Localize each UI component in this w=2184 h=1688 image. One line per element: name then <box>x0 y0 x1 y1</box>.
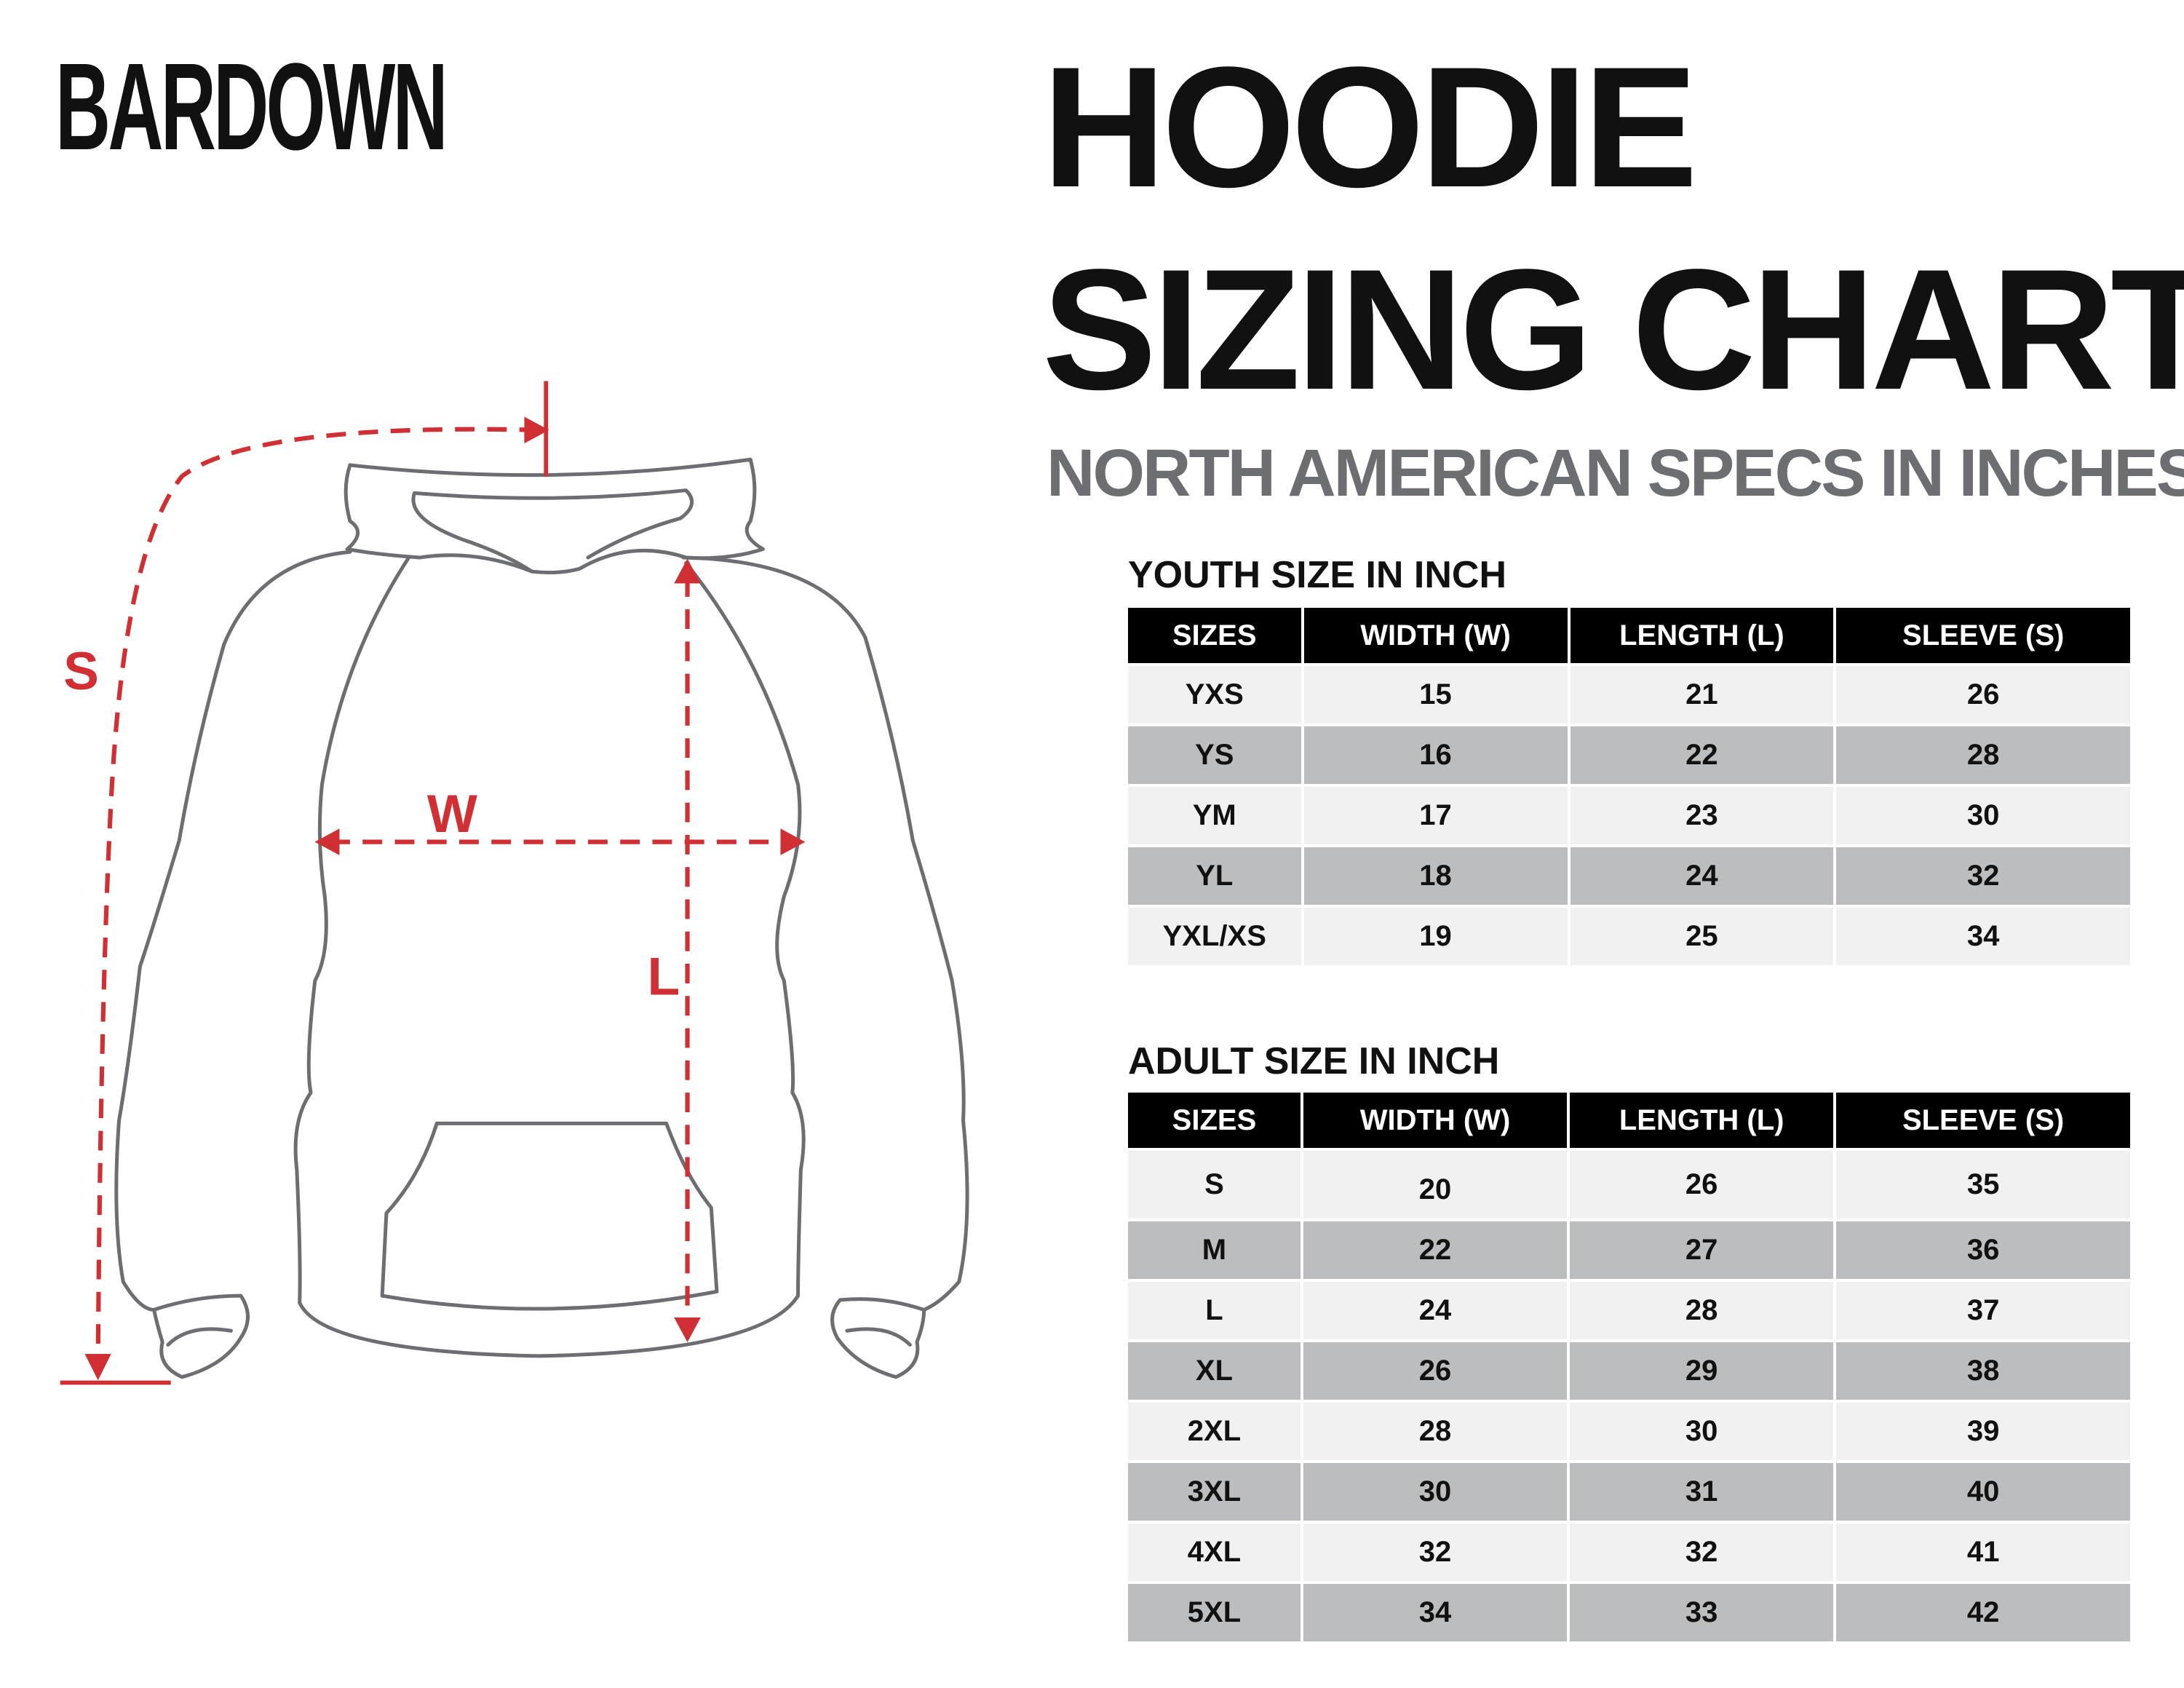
table-row: YS 16 22 28 <box>1128 726 2130 784</box>
cell-sleeve: 36 <box>1836 1221 2130 1279</box>
measure-lines <box>95 427 790 1362</box>
cell-size: 4XL <box>1128 1523 1301 1581</box>
cell-length: 28 <box>1570 1282 1834 1339</box>
page-title-line1: HOODIE <box>1042 31 1698 223</box>
table-row: YXL/XS 19 25 34 <box>1128 908 2130 965</box>
cell-size: M <box>1128 1221 1301 1279</box>
sleeve-measure-line <box>95 427 539 1362</box>
table-row: YL 18 24 32 <box>1128 847 2130 905</box>
arrow-icon <box>314 828 340 855</box>
cell-width: 20 <box>1303 1151 1568 1219</box>
cell-sleeve: 42 <box>1836 1584 2130 1641</box>
table-row: M 22 27 36 <box>1128 1221 2130 1279</box>
cell-width: 16 <box>1303 726 1568 784</box>
cell-length: 32 <box>1570 1523 1834 1581</box>
cell-sleeve: 35 <box>1836 1151 2130 1219</box>
page-title-line2: SIZING CHART <box>1042 234 2184 426</box>
adult-table-title: ADULT SIZE IN INCH <box>1128 1040 1500 1082</box>
column-header-sizes: SIZES <box>1128 608 1301 663</box>
length-label: L <box>648 947 680 1006</box>
youth-size-table: SIZES WIDTH (W) LENGTH (L) SLEEVE (S) YX… <box>1125 605 2133 968</box>
measure-markers <box>60 381 806 1385</box>
cell-length: 26 <box>1570 1151 1834 1219</box>
width-label: W <box>427 785 477 844</box>
column-header-sleeve: SLEEVE (S) <box>1836 608 2130 663</box>
bardown-logo: BARDOWN <box>55 38 448 176</box>
cell-width: 24 <box>1303 1282 1568 1339</box>
cell-length: 24 <box>1570 847 1834 905</box>
cell-sleeve: 32 <box>1836 847 2130 905</box>
cell-size: 3XL <box>1128 1463 1301 1521</box>
table-header-row: SIZES WIDTH (W) LENGTH (L) SLEEVE (S) <box>1128 608 2130 663</box>
cell-size: YXL/XS <box>1128 908 1301 965</box>
column-header-sizes: SIZES <box>1128 1093 1301 1148</box>
cell-size: YS <box>1128 726 1301 784</box>
cell-sleeve: 41 <box>1836 1523 2130 1581</box>
cell-size: 2XL <box>1128 1403 1301 1460</box>
cell-size: L <box>1128 1282 1301 1339</box>
page-subtitle: NORTH AMERICAN SPECS IN INCHES <box>1047 436 2184 510</box>
cell-width: 30 <box>1303 1463 1568 1521</box>
cell-size: YXS <box>1128 666 1301 724</box>
arrow-icon <box>524 416 549 444</box>
cell-width: 22 <box>1303 1221 1568 1279</box>
arrow-icon <box>780 828 806 855</box>
cell-sleeve: 38 <box>1836 1342 2130 1400</box>
cell-size: XL <box>1128 1342 1301 1400</box>
cell-sleeve: 39 <box>1836 1403 2130 1460</box>
cell-length: 29 <box>1570 1342 1834 1400</box>
hoodie-outline <box>114 457 969 1379</box>
table-row: 4XL 32 32 41 <box>1128 1523 2130 1581</box>
cell-length: 33 <box>1570 1584 1834 1641</box>
table-row: L 24 28 37 <box>1128 1282 2130 1339</box>
cell-sleeve: 40 <box>1836 1463 2130 1521</box>
cell-width: 34 <box>1303 1584 1568 1641</box>
table-row: XL 26 29 38 <box>1128 1342 2130 1400</box>
sleeve-label: S <box>63 642 99 701</box>
cell-length: 22 <box>1570 726 1834 784</box>
youth-table-title: YOUTH SIZE IN INCH <box>1128 554 1507 596</box>
column-header-length: LENGTH (L) <box>1570 1093 1834 1148</box>
cell-width: 26 <box>1303 1342 1568 1400</box>
table-row: YM 17 23 30 <box>1128 787 2130 844</box>
arrow-icon <box>84 1354 111 1381</box>
arrow-icon <box>674 1317 701 1342</box>
cell-width: 28 <box>1303 1403 1568 1460</box>
cell-width: 18 <box>1303 847 1568 905</box>
table-row: 2XL 28 30 39 <box>1128 1403 2130 1460</box>
cell-sleeve: 28 <box>1836 726 2130 784</box>
cell-width: 19 <box>1303 908 1568 965</box>
cell-sleeve: 26 <box>1836 666 2130 724</box>
column-header-sleeve: SLEEVE (S) <box>1836 1093 2130 1148</box>
cell-sleeve: 37 <box>1836 1282 2130 1339</box>
cell-size: S <box>1128 1151 1301 1219</box>
cell-sleeve: 30 <box>1836 787 2130 844</box>
cell-length: 31 <box>1570 1463 1834 1521</box>
cell-length: 25 <box>1570 908 1834 965</box>
cell-size: YL <box>1128 847 1301 905</box>
table-row: 3XL 30 31 40 <box>1128 1463 2130 1521</box>
column-header-width: WIDTH (W) <box>1303 608 1568 663</box>
table-row: 5XL 34 33 42 <box>1128 1584 2130 1641</box>
cell-sleeve: 34 <box>1836 908 2130 965</box>
column-header-length: LENGTH (L) <box>1570 608 1834 663</box>
arrow-icon <box>674 558 701 584</box>
cell-size: YM <box>1128 787 1301 844</box>
table-header-row: SIZES WIDTH (W) LENGTH (L) SLEEVE (S) <box>1128 1093 2130 1148</box>
cell-width: 15 <box>1303 666 1568 724</box>
cell-length: 21 <box>1570 666 1834 724</box>
cell-length: 27 <box>1570 1221 1834 1279</box>
cell-width: 17 <box>1303 787 1568 844</box>
cell-length: 30 <box>1570 1403 1834 1460</box>
column-header-width: WIDTH (W) <box>1303 1093 1568 1148</box>
table-row: S 20 26 35 <box>1128 1151 2130 1219</box>
cell-length: 23 <box>1570 787 1834 844</box>
table-row: YXS 15 21 26 <box>1128 666 2130 724</box>
cell-size: 5XL <box>1128 1584 1301 1641</box>
cell-width: 32 <box>1303 1523 1568 1581</box>
